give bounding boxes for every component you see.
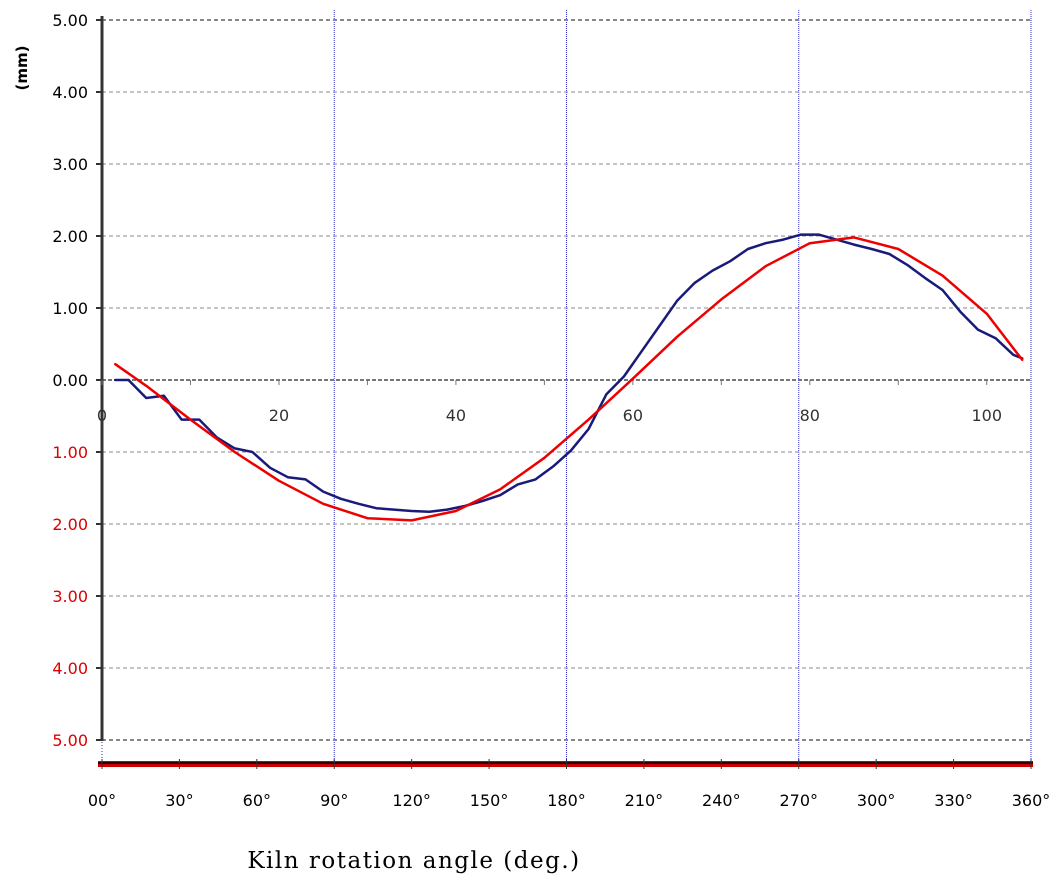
- x-angle-tick-label: 360°: [1012, 791, 1051, 810]
- x-index-tick-label: 80: [800, 406, 820, 425]
- x-angle-tick-label: 90°: [320, 791, 348, 810]
- y-tick-label: 3.00: [52, 155, 88, 174]
- x-axis-title: Kiln rotation angle (deg.): [247, 848, 580, 874]
- y-tick-label: 2.00: [52, 515, 88, 534]
- data-series: [114, 233, 1024, 522]
- y-tick-label: 1.00: [52, 443, 88, 462]
- y-tick-label: 4.00: [52, 83, 88, 102]
- y-tick-label: 5.00: [52, 11, 88, 30]
- axes: [96, 16, 1033, 769]
- y-tick-label: 0.00: [52, 371, 88, 390]
- x-angle-tick-label: 150°: [470, 791, 509, 810]
- x-angle-tick-label: 120°: [392, 791, 431, 810]
- y-tick-label: 5.00: [52, 731, 88, 750]
- horizontal-gridlines: [102, 19, 1031, 741]
- x-index-tick-label: 60: [623, 406, 643, 425]
- x-index-tick-label: 100: [971, 406, 1002, 425]
- x-angle-tick-label: 300°: [857, 791, 896, 810]
- y-tick-label: 4.00: [52, 659, 88, 678]
- x-angle-tick-label: 60°: [243, 791, 271, 810]
- x-index-tick-label: 0: [97, 406, 107, 425]
- x-angle-tick-label: 330°: [934, 791, 973, 810]
- y-tick-label: 3.00: [52, 587, 88, 606]
- x-angle-tick-label: 240°: [702, 791, 741, 810]
- x-angle-tick-label: 30°: [165, 791, 193, 810]
- x-angle-tick-label: 00°: [88, 791, 116, 810]
- tick-labels: 5.00 4.00 3.00 2.00 1.00 0.00 1.00 2.00 3.00 4.00…: [52, 11, 1050, 810]
- x-angle-tick-label: 210°: [625, 791, 664, 810]
- vertical-gridlines: [333, 10, 1032, 764]
- x-index-tick-label: 40: [446, 406, 466, 425]
- x-angle-tick-label: 180°: [547, 791, 586, 810]
- x-index-tick-label: 20: [269, 406, 289, 425]
- fitted-series-line: [114, 236, 1024, 522]
- x-angle-tick-label: 270°: [779, 791, 818, 810]
- y-tick-label: 1.00: [52, 299, 88, 318]
- measured-series-line: [114, 233, 1024, 514]
- y-axis-unit-label: (mm): [13, 46, 31, 91]
- y-tick-label: 2.00: [52, 227, 88, 246]
